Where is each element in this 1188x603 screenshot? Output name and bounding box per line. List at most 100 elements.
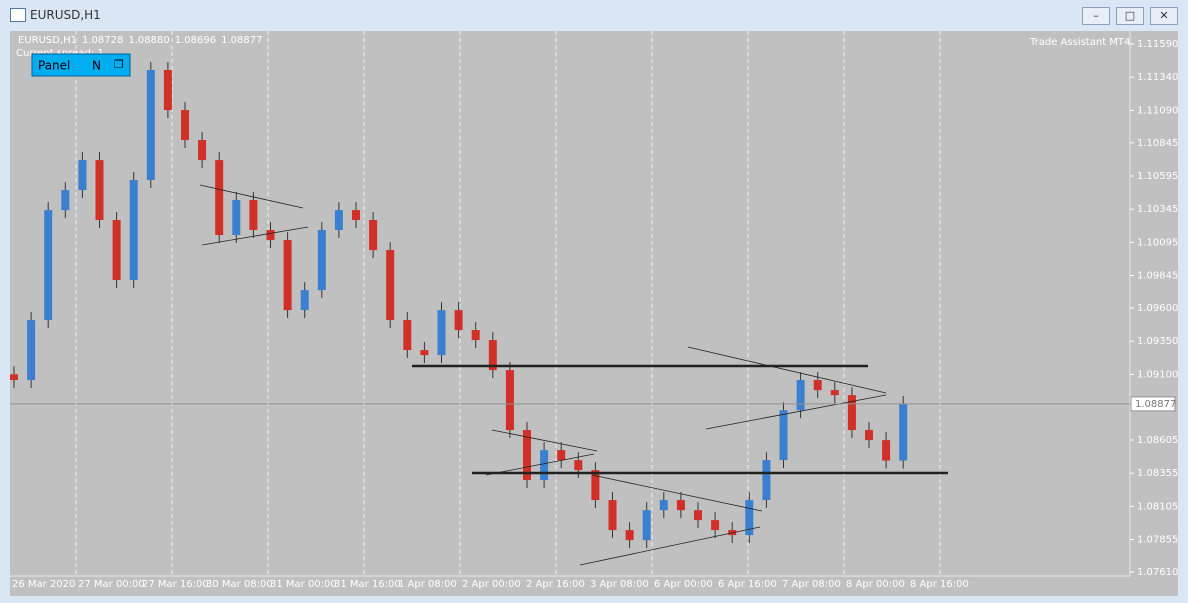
candle-body [676, 500, 685, 511]
close-button[interactable]: ✕ [1150, 7, 1178, 25]
candle-body [899, 403, 908, 461]
y-tick-label: 1.10095 [1137, 237, 1178, 248]
y-tick-label: 1.10595 [1137, 171, 1178, 182]
header-value: 1.08880 [128, 35, 169, 46]
header-value: 1.08696 [175, 35, 216, 46]
candle-body [625, 530, 634, 541]
y-tick-label: 1.10845 [1137, 138, 1178, 149]
y-tick-label: 1.11090 [1137, 105, 1178, 116]
x-tick-label: 7 Apr 08:00 [782, 579, 841, 590]
y-tick-label: 1.11590 [1137, 39, 1178, 50]
candle-body [488, 340, 497, 371]
header-value: 1.08728 [82, 35, 123, 46]
chart-header: EURUSD,H1 1.08728 1.08880 1.08696 1.08877 [18, 35, 262, 46]
candle-body [95, 160, 104, 221]
candle-body [779, 410, 788, 461]
x-tick-label: 27 Mar 16:00 [142, 579, 209, 590]
candle-body [505, 370, 514, 431]
candle-body [762, 460, 771, 501]
y-tick-label: 1.08355 [1137, 468, 1178, 479]
x-tick-label: 3 Apr 08:00 [590, 579, 649, 590]
candle-body [471, 330, 480, 341]
maximize-button[interactable]: □ [1116, 7, 1144, 25]
window-icon [10, 8, 26, 22]
symbol: EURUSD,H1 [18, 35, 77, 46]
candle-body [523, 430, 531, 481]
candle-body [386, 250, 395, 321]
window-title: EURUSD,H1 [30, 8, 101, 22]
candle-body [146, 70, 155, 180]
candle-body [300, 290, 309, 311]
candle-body [129, 179, 138, 281]
candle-body [642, 510, 651, 541]
x-tick-label: 8 Apr 00:00 [846, 579, 905, 590]
y-tick-label: 1.09350 [1137, 336, 1178, 347]
candle-body [44, 210, 53, 321]
panel-window-icon[interactable]: ❐ [114, 58, 124, 71]
x-tick-label: 6 Apr 16:00 [718, 579, 777, 590]
x-tick-label: 1 Apr 08:00 [398, 579, 457, 590]
candle-body [437, 310, 446, 356]
candle-body [540, 450, 549, 481]
candle-body [283, 240, 292, 311]
x-tick-label: 6 Apr 00:00 [654, 579, 713, 590]
candle-body [215, 160, 224, 236]
panel-button[interactable] [31, 53, 131, 77]
candle-body [882, 440, 891, 461]
candle-body [591, 470, 600, 501]
y-tick-label: 1.11340 [1137, 72, 1178, 83]
x-tick-label: 26 Mar 2020 [12, 579, 75, 590]
candle-body [796, 380, 805, 411]
candle-body [10, 374, 18, 381]
y-tick-label: 1.08605 [1137, 435, 1178, 446]
x-tick-label: 31 Mar 00:00 [270, 579, 337, 590]
candle-body [78, 160, 87, 191]
x-tick-label: 30 Mar 08:00 [206, 579, 273, 590]
header-value: 1.08877 [221, 35, 262, 46]
candle-body [608, 500, 617, 531]
chart-background [10, 31, 1178, 596]
indicator-label: Trade Assistant MT4 [1029, 37, 1130, 48]
x-tick-label: 31 Mar 16:00 [334, 579, 401, 590]
y-tick-label: 1.09600 [1137, 303, 1178, 314]
candle-body [830, 390, 839, 396]
candle-body [557, 450, 566, 461]
candle-body [232, 200, 241, 236]
candle-body [198, 140, 207, 161]
candle-body [711, 520, 720, 531]
minimize-button[interactable]: – [1082, 7, 1110, 25]
candle-body [181, 110, 189, 141]
candle-body [249, 200, 258, 230]
candle-body [574, 460, 583, 471]
y-tick-label: 1.09845 [1137, 270, 1178, 281]
candle-body [352, 210, 360, 221]
title-bar: EURUSD,H1 – □ ✕ [0, 0, 1188, 30]
x-tick-label: 2 Apr 16:00 [526, 579, 585, 590]
current-price-box [1130, 396, 1176, 412]
x-tick-label: 27 Mar 00:00 [78, 579, 145, 590]
panel-n-button[interactable]: N [92, 59, 101, 73]
candle-body [27, 320, 36, 381]
y-tick-label: 1.08105 [1137, 501, 1178, 512]
current-price-label: 1.08877 [1135, 399, 1176, 410]
candle-body [454, 310, 463, 331]
candle-body [847, 395, 856, 431]
candle-body [266, 229, 275, 241]
y-tick-label: 1.10345 [1137, 204, 1178, 215]
y-tick-label: 1.09100 [1137, 369, 1178, 380]
candle-body [420, 350, 429, 356]
candle-body [334, 210, 343, 230]
y-tick-label: 1.07610 [1137, 567, 1178, 578]
candle-body [813, 380, 822, 391]
candle-body [163, 70, 172, 111]
candle-body [865, 430, 873, 441]
x-tick-label: 2 Apr 00:00 [462, 579, 521, 590]
candle-body [61, 190, 70, 211]
candle-body [745, 500, 754, 536]
candle-body [112, 220, 121, 281]
candle-body [403, 320, 412, 351]
y-tick-label: 1.07855 [1137, 534, 1178, 545]
drawn-objects [199, 184, 948, 566]
panel-label: Panel [38, 59, 70, 73]
